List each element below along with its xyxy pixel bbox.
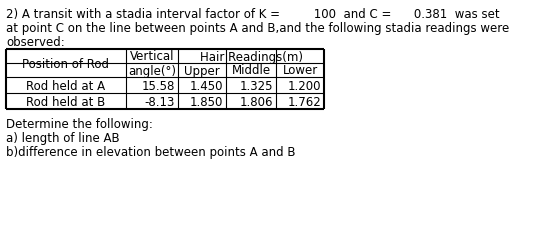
Text: Rod held at B: Rod held at B <box>27 95 106 108</box>
Text: 2) A transit with a stadia interval factor of K =         100  and C =      0.38: 2) A transit with a stadia interval fact… <box>6 8 500 21</box>
Text: Middle: Middle <box>232 64 270 77</box>
Text: -8.13: -8.13 <box>145 95 175 108</box>
Text: observed:: observed: <box>6 36 65 49</box>
Text: 1.806: 1.806 <box>239 95 273 108</box>
Text: Lower: Lower <box>283 64 317 77</box>
Text: 1.762: 1.762 <box>288 95 321 108</box>
Text: a) length of line AB: a) length of line AB <box>6 131 120 144</box>
Text: Hair Readings(m): Hair Readings(m) <box>199 50 302 63</box>
Text: 1.850: 1.850 <box>189 95 223 108</box>
Text: at point C on the line between points A and B,and the following stadia readings : at point C on the line between points A … <box>6 22 509 35</box>
Text: Determine the following:: Determine the following: <box>6 118 153 131</box>
Text: 1.200: 1.200 <box>288 79 321 92</box>
Text: Vertical: Vertical <box>130 50 175 63</box>
Text: 1.325: 1.325 <box>239 79 273 92</box>
Text: Position of Rod: Position of Rod <box>23 57 110 70</box>
Text: Rod held at A: Rod held at A <box>27 79 106 92</box>
Text: b)difference in elevation between points A and B: b)difference in elevation between points… <box>6 145 295 158</box>
Text: 15.58: 15.58 <box>142 79 175 92</box>
Text: angle(°): angle(°) <box>128 64 176 77</box>
Text: 1.450: 1.450 <box>189 79 223 92</box>
Text: Upper: Upper <box>184 64 220 77</box>
